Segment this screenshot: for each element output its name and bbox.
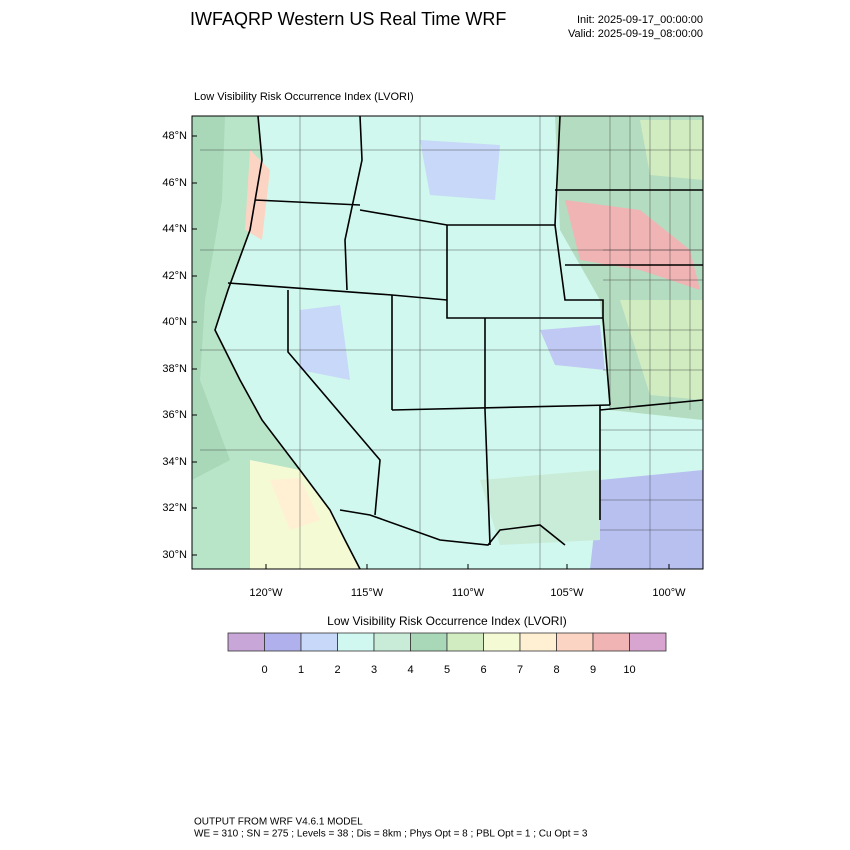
colorbar-box [227, 632, 265, 652]
colorbar-label: 9 [590, 664, 596, 676]
colorbar-box [629, 632, 667, 652]
colorbar: 0 1 2 3 4 5 6 7 8 9 10 [227, 632, 667, 676]
lat-label: 42°N [162, 270, 187, 282]
colorbar-box [556, 632, 594, 652]
map-axes: 48°N 46°N 44°N 42°N 40°N 38°N 36°N 34°N 32°N 30°N… [162, 130, 686, 599]
colorbar-title: Low Visibility Risk Occurrence Index (LV… [327, 614, 567, 628]
colorbar-box [264, 632, 302, 652]
map [192, 116, 703, 569]
colorbar-box [337, 632, 375, 652]
colorbar-label: 4 [407, 664, 413, 676]
lat-label: 30°N [162, 549, 187, 561]
colorbar-box [373, 632, 411, 652]
colorbar-label: 0 [261, 664, 267, 676]
lon-label: 100°W [652, 587, 686, 599]
footer-line: OUTPUT FROM WRF V4.6.1 MODEL [194, 817, 363, 828]
map-title: Low Visibility Risk Occurrence Index (LV… [194, 91, 414, 103]
colorbar-label: 7 [517, 664, 523, 676]
lon-label: 120°W [249, 587, 283, 599]
lat-label: 38°N [162, 363, 187, 375]
colorbar-label: 5 [444, 664, 450, 676]
lat-label: 44°N [162, 223, 187, 235]
lat-label: 34°N [162, 456, 187, 468]
lat-label: 40°N [162, 316, 187, 328]
init-time: Init: 2025-09-17_00:00:00 [577, 14, 703, 26]
colorbar-label: 8 [553, 664, 559, 676]
footer-line: WE = 310 ; SN = 275 ; Levels = 38 ; Dis … [194, 829, 588, 840]
colorbar-box [592, 632, 630, 652]
colorbar-box [446, 632, 484, 652]
colorbar-label: 6 [480, 664, 486, 676]
colorbar-box [300, 632, 338, 652]
lon-label: 115°W [351, 587, 384, 599]
lat-label: 36°N [162, 409, 187, 421]
valid-time: Valid: 2025-09-19_08:00:00 [568, 28, 703, 40]
colorbar-label: 2 [334, 664, 340, 676]
lat-label: 32°N [162, 502, 187, 514]
colorbar-box [410, 632, 448, 652]
colorbar-label: 3 [371, 664, 377, 676]
lon-label: 110°W [452, 587, 485, 599]
colorbar-label: 1 [298, 664, 304, 676]
map-frame [191, 115, 704, 570]
lat-label: 48°N [162, 130, 187, 142]
page-title: IWFAQRP Western US Real Time WRF [190, 9, 506, 29]
lon-label: 105°W [550, 587, 584, 599]
colorbar-label: 10 [623, 664, 635, 676]
colorbar-box [483, 632, 521, 652]
lat-label: 46°N [162, 177, 187, 189]
colorbar-box [519, 632, 557, 652]
